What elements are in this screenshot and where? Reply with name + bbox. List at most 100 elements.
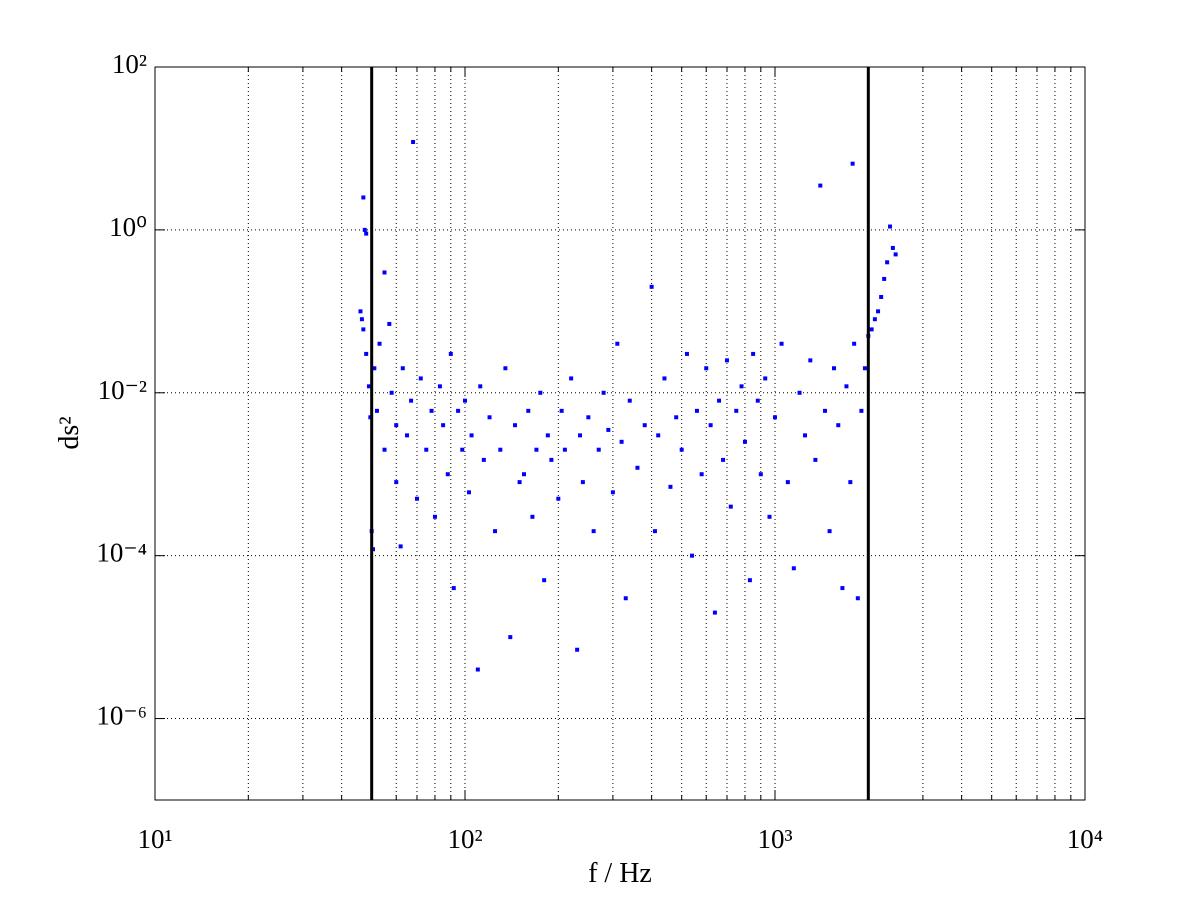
- point: [690, 553, 695, 558]
- point: [451, 586, 456, 591]
- point: [364, 231, 369, 236]
- point: [481, 457, 486, 462]
- point: [578, 433, 583, 438]
- point: [869, 327, 874, 332]
- point: [414, 496, 419, 501]
- point: [586, 415, 591, 420]
- point: [852, 341, 857, 346]
- point: [508, 635, 513, 640]
- point: [372, 366, 377, 371]
- point: [358, 309, 363, 314]
- point: [704, 366, 709, 371]
- point: [623, 596, 628, 601]
- point: [724, 358, 729, 363]
- point: [596, 447, 601, 452]
- point: [649, 284, 654, 289]
- point: [556, 496, 561, 501]
- point: [463, 398, 467, 403]
- point: [493, 529, 498, 534]
- point: [627, 398, 632, 403]
- point: [475, 667, 480, 672]
- point: [694, 408, 699, 413]
- point: [679, 447, 684, 452]
- point: [460, 447, 465, 452]
- point: [456, 408, 461, 413]
- point: [708, 423, 713, 428]
- y-tick-label: 10⁻²: [98, 375, 147, 405]
- point: [377, 341, 382, 346]
- y-tick-label: 10²: [112, 49, 147, 79]
- point: [699, 472, 704, 477]
- point: [366, 384, 371, 389]
- x-tick-label: 10²: [447, 824, 482, 854]
- x-tick-label: 10³: [757, 824, 792, 854]
- point: [400, 366, 405, 371]
- point: [813, 457, 818, 462]
- point: [844, 384, 849, 389]
- point: [382, 447, 387, 452]
- point: [503, 366, 508, 371]
- point: [398, 544, 403, 549]
- point: [742, 439, 747, 444]
- y-tick-label: 10⁰: [109, 212, 147, 242]
- point: [562, 447, 567, 452]
- point: [823, 408, 828, 413]
- point: [530, 514, 535, 519]
- point: [610, 490, 615, 495]
- point: [893, 252, 898, 257]
- point: [469, 433, 474, 438]
- point: [791, 566, 796, 571]
- point: [656, 433, 661, 438]
- point: [840, 586, 845, 591]
- axes-box: [154, 66, 1086, 801]
- point: [674, 415, 679, 420]
- point: [601, 390, 606, 395]
- point: [758, 472, 763, 477]
- point: [712, 610, 717, 615]
- point: [478, 384, 483, 389]
- point: [394, 480, 399, 485]
- point: [361, 195, 366, 200]
- point: [364, 351, 369, 356]
- point: [747, 578, 752, 583]
- point: [684, 351, 689, 356]
- point: [876, 309, 881, 314]
- point: [542, 578, 547, 583]
- point: [549, 457, 554, 462]
- point: [652, 529, 657, 534]
- point: [827, 529, 832, 534]
- point: [517, 480, 522, 485]
- point: [803, 433, 808, 438]
- point: [872, 317, 877, 322]
- point: [522, 472, 527, 477]
- point: [882, 276, 887, 281]
- point: [405, 433, 410, 438]
- point: [721, 457, 726, 462]
- point: [487, 415, 492, 420]
- point: [606, 427, 611, 432]
- point: [429, 408, 434, 413]
- point: [569, 376, 574, 381]
- point: [418, 376, 423, 381]
- point: [538, 390, 543, 395]
- y-tick-label: 10⁻⁴: [96, 538, 147, 568]
- point: [437, 384, 442, 389]
- point: [361, 327, 366, 332]
- x-tick-label: 10⁴: [1067, 824, 1103, 854]
- point: [885, 260, 890, 265]
- point: [890, 245, 895, 250]
- point: [734, 408, 739, 413]
- point: [534, 447, 539, 452]
- point: [635, 465, 640, 470]
- point: [662, 376, 667, 381]
- point: [779, 341, 784, 346]
- point: [526, 408, 531, 413]
- point: [818, 183, 823, 188]
- point: [441, 423, 446, 428]
- point: [498, 447, 503, 452]
- point: [591, 529, 596, 534]
- point: [751, 351, 756, 356]
- point: [615, 341, 620, 346]
- point: [580, 480, 585, 485]
- point: [382, 270, 387, 275]
